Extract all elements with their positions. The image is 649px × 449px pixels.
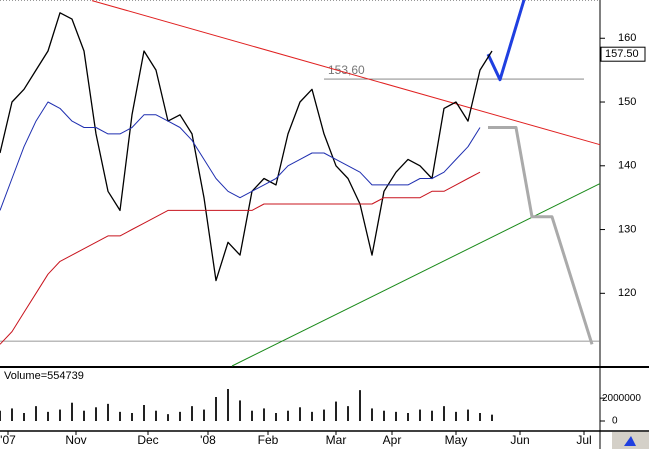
volume-bar bbox=[59, 409, 61, 421]
volume-bar bbox=[119, 411, 121, 421]
x-tick-label: '07 bbox=[0, 433, 16, 447]
y-tick-label: 150 bbox=[618, 96, 636, 108]
volume-bar bbox=[179, 411, 181, 421]
volume-title: Volume=554739 bbox=[4, 370, 84, 382]
volume-bar bbox=[215, 397, 217, 421]
volume-bar bbox=[131, 413, 133, 421]
trend-line bbox=[486, 0, 526, 82]
volume-bar bbox=[239, 400, 241, 421]
x-tick-label: May bbox=[445, 433, 468, 447]
x-tick-label: Jun bbox=[510, 433, 529, 447]
volume-bar bbox=[71, 402, 73, 421]
volume-bar bbox=[443, 406, 445, 421]
volume-bar bbox=[251, 410, 253, 421]
volume-bar bbox=[455, 411, 457, 421]
volume-bar bbox=[167, 414, 169, 421]
volume-bar bbox=[431, 410, 433, 421]
volume-bar bbox=[347, 406, 349, 421]
x-tick-label: Feb bbox=[258, 433, 279, 447]
x-tick-label: Jul bbox=[576, 433, 591, 447]
volume-bar bbox=[467, 409, 469, 421]
last-price-label: 157.50 bbox=[605, 48, 639, 60]
volume-bar bbox=[83, 410, 85, 421]
x-tick-label: Apr bbox=[383, 433, 402, 447]
y-tick-label: 160 bbox=[618, 32, 636, 44]
y-tick-label: 120 bbox=[618, 287, 636, 299]
volume-bar bbox=[383, 410, 385, 421]
last-price-box bbox=[600, 46, 646, 62]
volume-bar bbox=[95, 407, 97, 421]
trend-line bbox=[91, 0, 601, 146]
price-line bbox=[0, 171, 481, 345]
volume-bar bbox=[35, 406, 37, 421]
price-line bbox=[0, 12, 493, 282]
trend-line bbox=[488, 126, 594, 345]
volume-bar bbox=[23, 413, 25, 421]
volume-bar bbox=[47, 411, 49, 421]
volume-bar bbox=[107, 403, 109, 421]
price-line bbox=[0, 101, 481, 211]
y-tick-label: 0 bbox=[612, 416, 618, 427]
volume-bar bbox=[407, 413, 409, 421]
x-tick-label: Dec bbox=[137, 433, 158, 447]
level-label: 153,60 bbox=[328, 63, 365, 77]
volume-bar bbox=[155, 410, 157, 421]
x-tick-label: Mar bbox=[326, 433, 347, 447]
volume-bar bbox=[371, 408, 373, 421]
trend-line bbox=[231, 183, 601, 367]
volume-bar bbox=[203, 409, 205, 421]
volume-bar bbox=[287, 410, 289, 421]
volume-bar bbox=[263, 408, 265, 421]
volume-bar bbox=[0, 410, 1, 421]
volume-bar bbox=[479, 413, 481, 421]
x-tick-label: '08 bbox=[200, 433, 216, 447]
volume-bar bbox=[419, 409, 421, 421]
corner-icon bbox=[624, 436, 636, 446]
volume-bar bbox=[335, 401, 337, 421]
volume-bar bbox=[299, 407, 301, 421]
volume-bar bbox=[191, 406, 193, 421]
volume-bar bbox=[491, 414, 493, 421]
volume-bar bbox=[395, 411, 397, 421]
y-tick-label: 2000000 bbox=[602, 393, 641, 404]
volume-bar bbox=[359, 390, 361, 421]
volume-bar bbox=[227, 389, 229, 421]
volume-bar bbox=[11, 408, 13, 421]
volume-bar bbox=[311, 411, 313, 421]
x-tick-label: Nov bbox=[65, 433, 86, 447]
y-tick-label: 140 bbox=[618, 160, 636, 172]
volume-bar bbox=[275, 413, 277, 421]
y-tick-label: 130 bbox=[618, 223, 636, 235]
volume-bar bbox=[143, 405, 145, 421]
volume-bar bbox=[323, 409, 325, 421]
